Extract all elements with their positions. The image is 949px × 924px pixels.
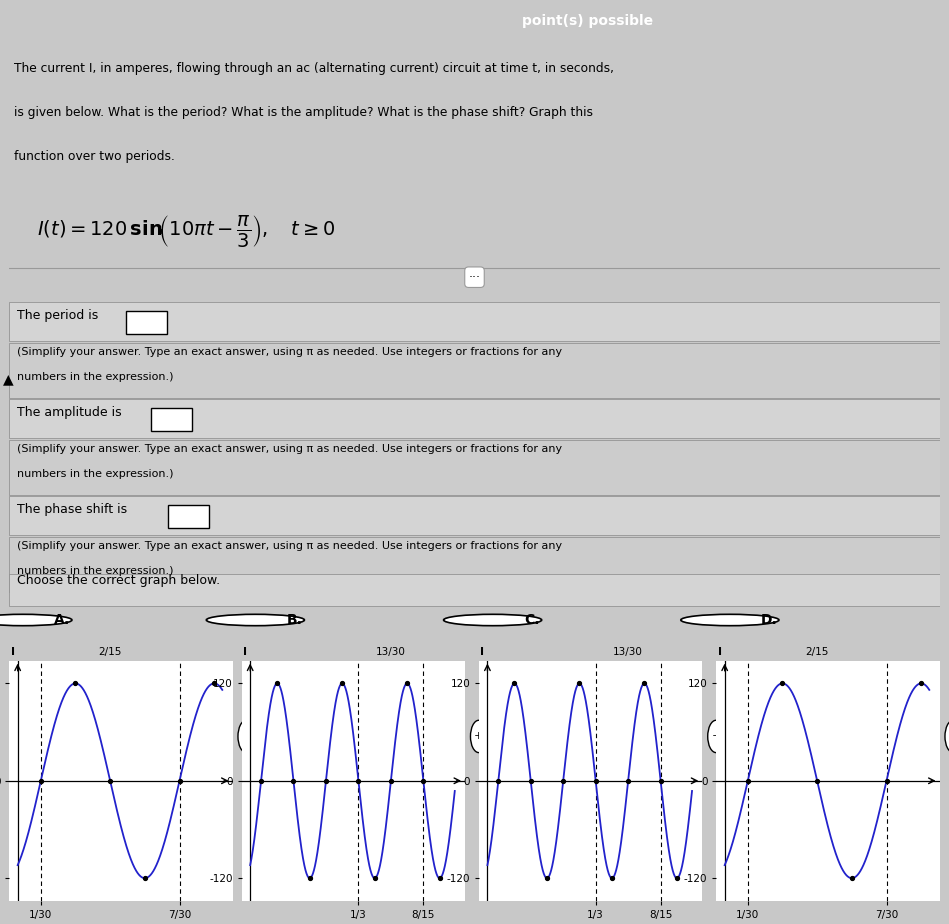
Text: ▲: ▲ [3,371,14,386]
Circle shape [206,614,305,626]
Text: A.: A. [54,613,70,627]
Text: D.: D. [761,613,778,627]
Text: +: + [474,732,483,741]
Circle shape [471,721,487,752]
Text: (Simplify your answer. Type an exact answer, using π as needed. Use integers or : (Simplify your answer. Type an exact ans… [17,444,562,455]
Text: numbers in the expression.): numbers in the expression.) [17,565,174,576]
Text: +: + [712,732,720,741]
Text: numbers in the expression.): numbers in the expression.) [17,468,174,479]
Text: (Simplify your answer. Type an exact answer, using π as needed. Use integers or : (Simplify your answer. Type an exact ans… [17,541,562,552]
Text: numbers in the expression.): numbers in the expression.) [17,371,174,382]
FancyBboxPatch shape [168,505,209,528]
Text: function over two periods.: function over two periods. [14,151,175,164]
FancyBboxPatch shape [9,574,940,606]
Text: 13/30: 13/30 [376,648,406,657]
Text: (Simplify your answer. Type an exact answer, using π as needed. Use integers or : (Simplify your answer. Type an exact ans… [17,347,562,358]
Text: I: I [717,648,721,657]
Circle shape [945,721,949,752]
FancyBboxPatch shape [9,440,940,494]
Text: The phase shift is: The phase shift is [17,503,127,516]
Text: I: I [10,648,14,657]
Circle shape [443,614,542,626]
Circle shape [238,721,254,752]
Text: $I(t) = 120\,\mathbf{sin}\!\left(10\pi t - \dfrac{\pi}{3}\right),\quad t \geq 0$: $I(t) = 120\,\mathbf{sin}\!\left(10\pi t… [37,213,336,249]
FancyBboxPatch shape [9,343,940,397]
FancyBboxPatch shape [9,537,940,591]
Text: The current I, in amperes, flowing through an ac (alternating current) circuit a: The current I, in amperes, flowing throu… [14,63,614,76]
Text: 2/15: 2/15 [99,648,121,657]
FancyBboxPatch shape [125,311,167,334]
Text: Choose the correct graph below.: Choose the correct graph below. [17,574,220,587]
FancyBboxPatch shape [9,496,940,535]
Text: 13/30: 13/30 [613,648,643,657]
FancyBboxPatch shape [151,408,192,431]
Circle shape [0,614,72,626]
Circle shape [708,721,724,752]
Text: ···: ··· [469,271,480,284]
Text: C.: C. [524,613,539,627]
Text: point(s) possible: point(s) possible [522,14,653,28]
FancyBboxPatch shape [9,302,940,341]
Text: +: + [242,732,251,741]
FancyBboxPatch shape [9,399,940,438]
Text: The amplitude is: The amplitude is [17,406,121,419]
Text: I: I [480,648,484,657]
Text: 2/15: 2/15 [806,648,828,657]
Text: is given below. What is the period? What is the amplitude? What is the phase shi: is given below. What is the period? What… [14,106,593,119]
Text: The period is: The period is [17,309,98,322]
Text: B.: B. [287,613,303,627]
Circle shape [680,614,779,626]
Text: I: I [243,648,247,657]
